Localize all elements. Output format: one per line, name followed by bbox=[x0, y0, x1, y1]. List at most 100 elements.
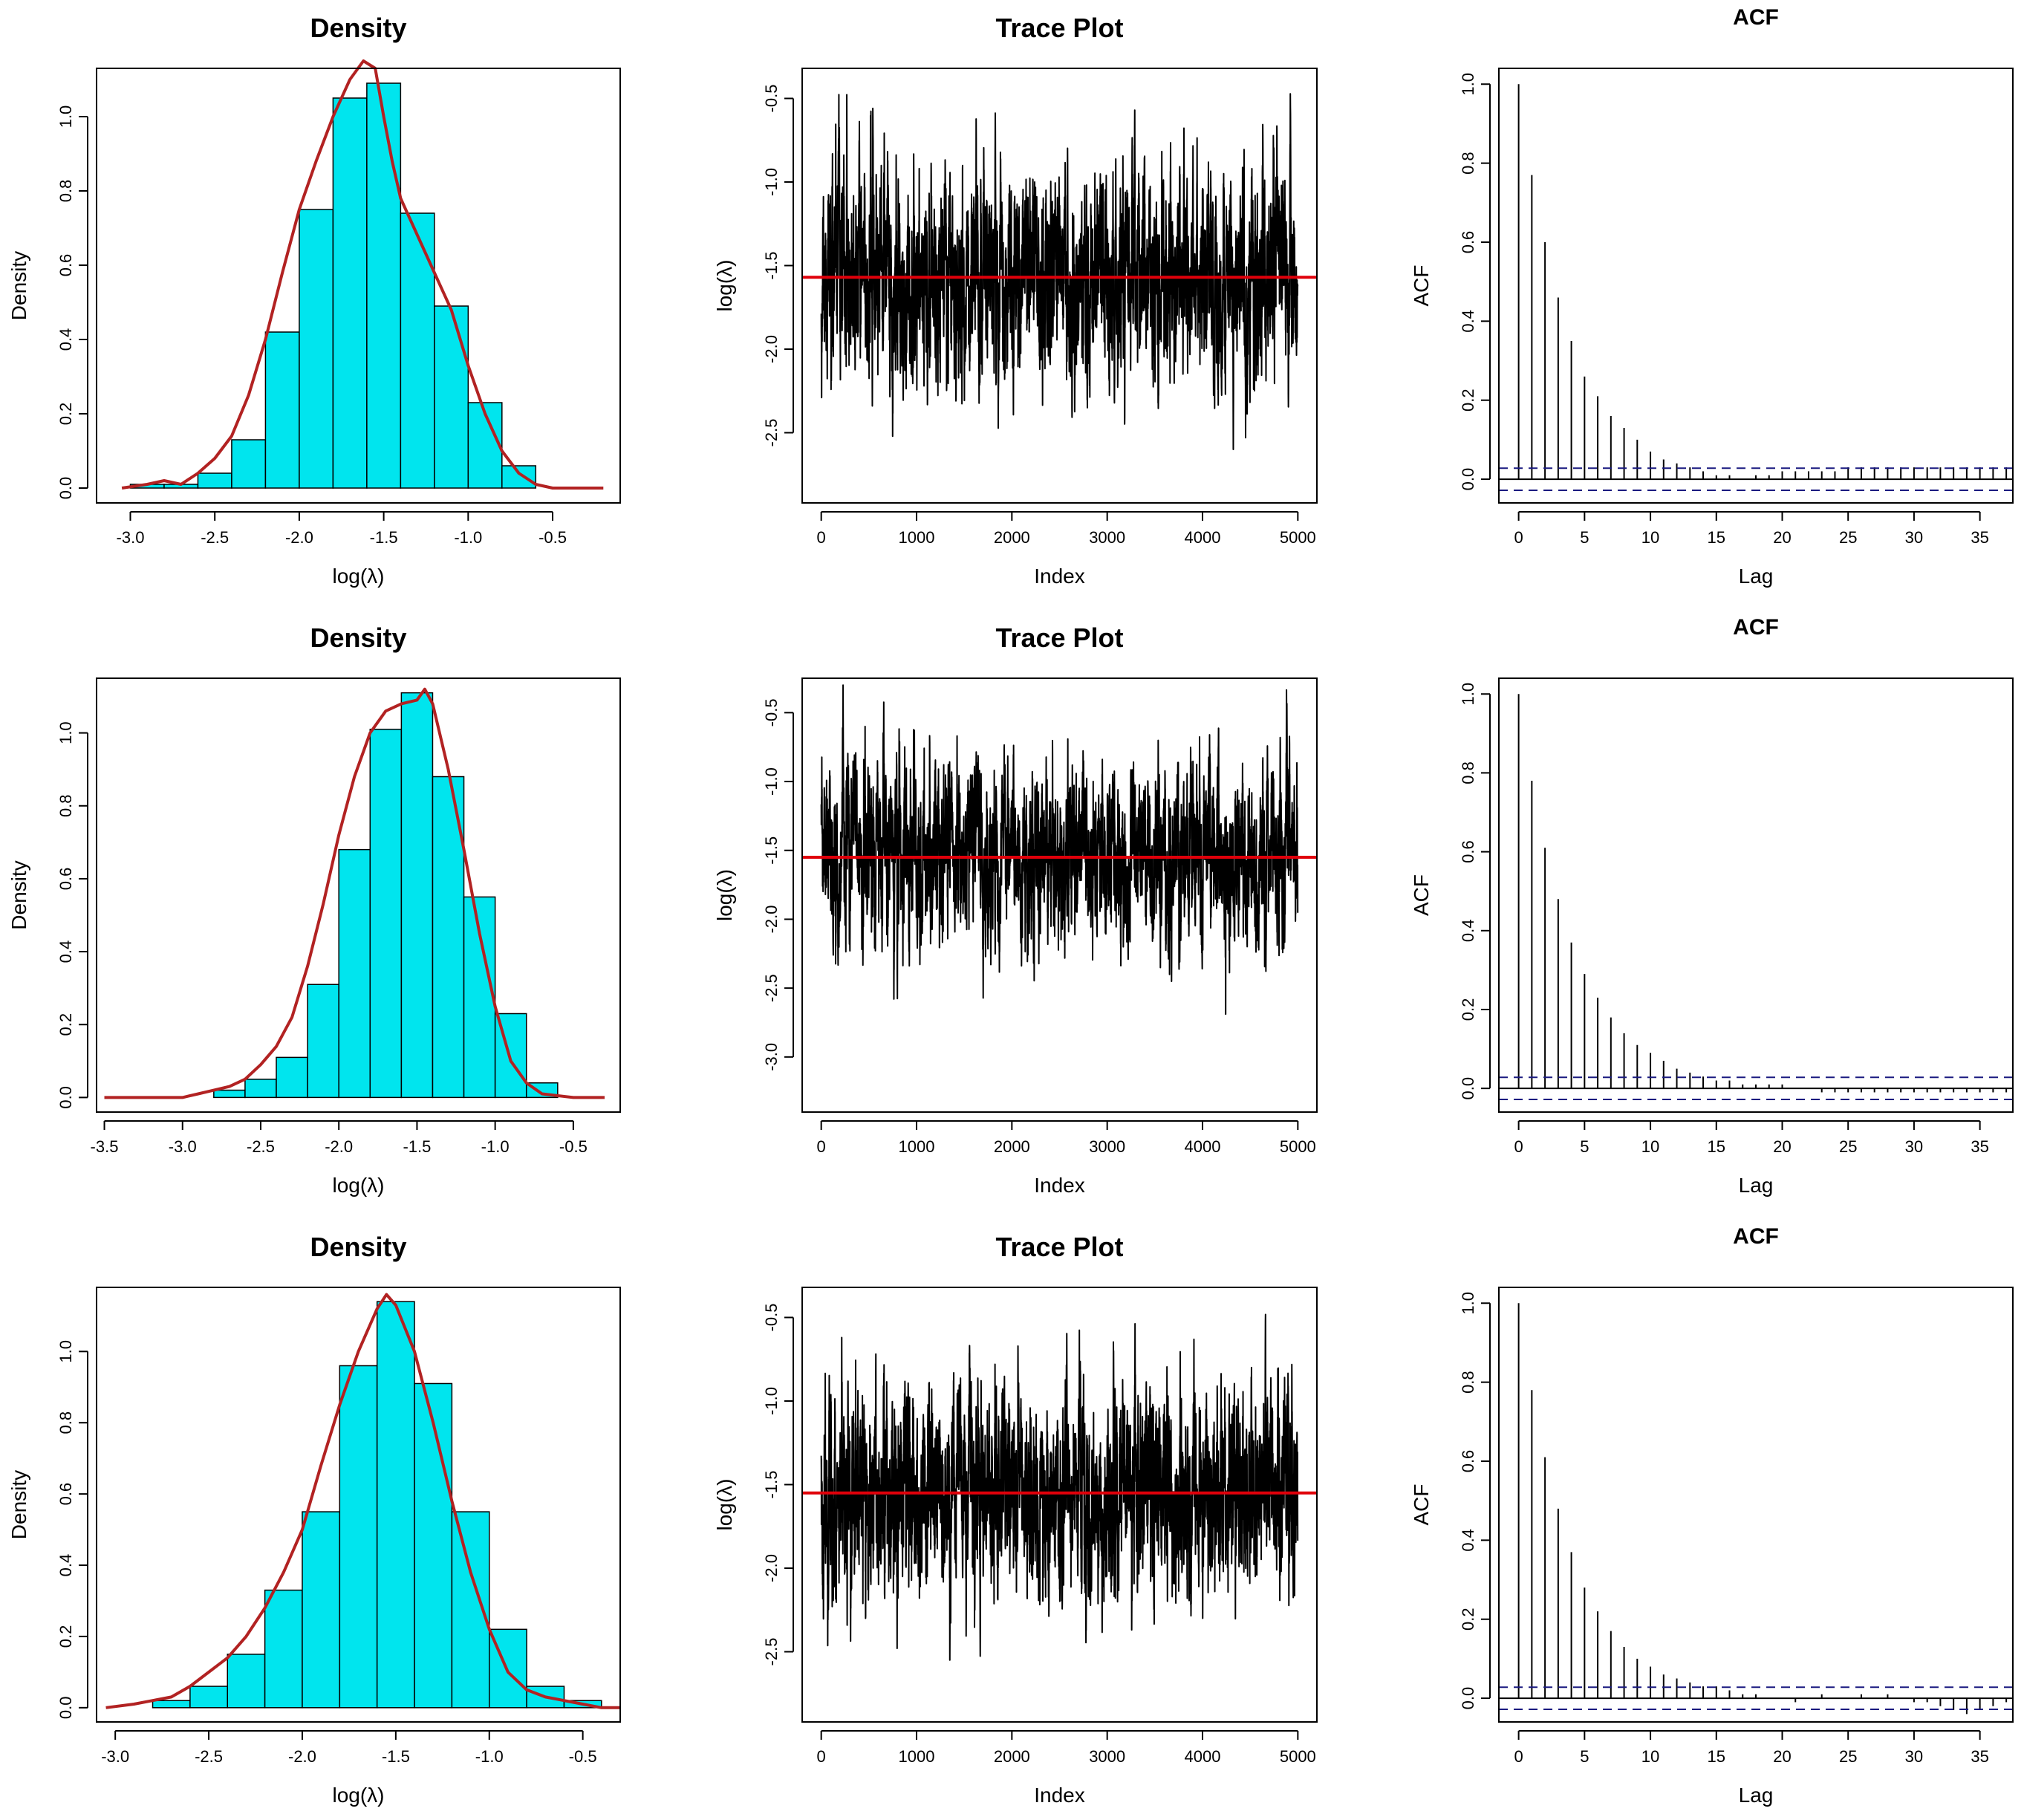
x-tick-label: -0.5 bbox=[569, 1747, 597, 1766]
x-axis-label: log(λ) bbox=[332, 565, 384, 588]
y-axis-label: Density bbox=[7, 251, 30, 320]
y-tick-label: 0.2 bbox=[56, 1013, 75, 1036]
x-tick-label: 0 bbox=[1514, 1747, 1523, 1766]
histogram-bar bbox=[434, 305, 469, 489]
x-tick-label: -3.0 bbox=[101, 1747, 129, 1766]
plot-frame bbox=[1498, 1287, 2014, 1723]
x-tick-label: -0.5 bbox=[538, 528, 567, 547]
histogram-bar bbox=[264, 1589, 303, 1709]
histogram-bar bbox=[338, 848, 371, 1099]
x-tick-label: 3000 bbox=[1089, 528, 1125, 547]
y-tick-label: 0.6 bbox=[56, 868, 75, 891]
x-tick-label: -3.5 bbox=[91, 1137, 119, 1156]
chart-title: Trace Plot bbox=[995, 623, 1123, 653]
x-tick-label: 20 bbox=[1773, 528, 1791, 547]
x-tick-label: -1.5 bbox=[403, 1137, 431, 1156]
x-tick-label: 4000 bbox=[1185, 1747, 1221, 1766]
y-tick-label: -2.5 bbox=[762, 419, 781, 447]
trace-series bbox=[820, 93, 1299, 450]
x-tick-label: 35 bbox=[1971, 1747, 1988, 1766]
histogram-bar bbox=[299, 209, 334, 489]
x-tick-label: 30 bbox=[1905, 1747, 1923, 1766]
y-tick-label: -2.0 bbox=[762, 335, 781, 363]
histogram-bar bbox=[332, 97, 368, 489]
plot-frame bbox=[1498, 68, 2014, 504]
x-tick-label: 0 bbox=[817, 528, 826, 547]
histogram-bar bbox=[152, 1700, 191, 1709]
panel-2-2: ACF 0 5 10 15 20 25 30 35 Lag 0.0 0.2 0.4 0.6 0.8 1.0 AC… bbox=[1410, 1224, 2014, 1807]
histogram-bar bbox=[307, 984, 339, 1099]
x-tick-label: 15 bbox=[1708, 528, 1725, 547]
y-tick-label: 0.2 bbox=[1459, 389, 1477, 412]
y-tick-label: 0.4 bbox=[56, 940, 75, 963]
chart-title: Density bbox=[310, 13, 406, 43]
plot-frame bbox=[96, 68, 621, 504]
y-tick-label: 0.8 bbox=[1459, 761, 1477, 784]
y-tick-label: -1.5 bbox=[762, 836, 781, 865]
panel-1-0: Density -3.5 -3.0 -2.5 -2.0 -1.5 -1.0 -0.5 log(λ… bbox=[7, 623, 621, 1197]
y-tick-label: 0.4 bbox=[56, 328, 75, 351]
histogram-bar bbox=[366, 82, 402, 489]
panel-2-0: Density -3.0 -2.5 -2.0 -1.5 -1.0 -0.5 log(λ) 0.0… bbox=[7, 1232, 621, 1807]
x-tick-label: -2.0 bbox=[285, 528, 313, 547]
histogram-bar bbox=[400, 212, 435, 489]
y-tick-label: 0.2 bbox=[1459, 998, 1477, 1021]
plot-frame bbox=[96, 1287, 621, 1723]
panel-1-2: ACF 0 5 10 15 20 25 30 35 Lag 0.0 0.2 0.4 0.6 0.8 1.0 AC… bbox=[1410, 615, 2014, 1197]
y-tick-label: 1.0 bbox=[1459, 73, 1477, 96]
x-tick-label: 1000 bbox=[899, 1747, 935, 1766]
x-tick-label: -2.0 bbox=[325, 1137, 353, 1156]
y-tick-label: 0.2 bbox=[56, 1625, 75, 1648]
x-tick-label: 25 bbox=[1839, 528, 1857, 547]
y-axis-label: log(λ) bbox=[713, 869, 736, 921]
histogram-bar bbox=[227, 1654, 266, 1709]
y-tick-label: -1.0 bbox=[762, 767, 781, 796]
x-tick-label: 1000 bbox=[899, 528, 935, 547]
plot-frame bbox=[1498, 677, 2014, 1113]
x-tick-label: 0 bbox=[1514, 528, 1523, 547]
y-tick-label: 0.4 bbox=[1459, 1529, 1477, 1552]
x-axis-label: Index bbox=[1034, 565, 1085, 588]
y-tick-label: 1.0 bbox=[56, 1340, 75, 1363]
x-tick-label: 30 bbox=[1905, 1137, 1923, 1156]
y-tick-label: -2.0 bbox=[762, 1554, 781, 1582]
histogram-bar bbox=[369, 728, 403, 1099]
histogram-bar bbox=[400, 692, 434, 1099]
histogram-bar bbox=[231, 439, 267, 489]
chart-title: Density bbox=[310, 623, 406, 653]
y-axis-label: ACF bbox=[1410, 265, 1433, 307]
y-tick-label: -1.5 bbox=[762, 1471, 781, 1499]
x-tick-label: -2.5 bbox=[247, 1137, 275, 1156]
y-tick-label: 1.0 bbox=[1459, 683, 1477, 706]
histogram-bar bbox=[414, 1382, 453, 1709]
histogram-bar bbox=[339, 1365, 378, 1709]
y-axis-label: log(λ) bbox=[713, 1478, 736, 1530]
y-tick-label: 0.2 bbox=[1459, 1608, 1477, 1631]
y-tick-label: -0.5 bbox=[762, 1304, 781, 1332]
x-tick-label: 0 bbox=[817, 1137, 826, 1156]
y-tick-label: -2.5 bbox=[762, 1638, 781, 1666]
chart-title: Density bbox=[310, 1232, 406, 1262]
x-tick-label: 10 bbox=[1641, 1747, 1659, 1766]
x-tick-label: -1.5 bbox=[370, 528, 398, 547]
x-tick-label: 5 bbox=[1580, 528, 1589, 547]
plot-frame bbox=[96, 677, 621, 1113]
y-tick-label: 0.4 bbox=[56, 1554, 75, 1577]
y-tick-label: 0.4 bbox=[1459, 310, 1477, 333]
panel-0-2: ACF 0 5 10 15 20 25 30 35 Lag 0.0 0.2 0.4 0.6 0.8 1.0 AC… bbox=[1410, 5, 2014, 588]
x-tick-label: 10 bbox=[1641, 528, 1659, 547]
density-curve bbox=[105, 1293, 620, 1709]
chart-title: ACF bbox=[1733, 5, 1779, 30]
y-tick-label: 0.0 bbox=[1459, 468, 1477, 491]
y-tick-label: 0.8 bbox=[1459, 1371, 1477, 1394]
chart-title: Trace Plot bbox=[995, 13, 1123, 43]
y-tick-label: -0.5 bbox=[762, 85, 781, 113]
y-tick-label: -3.0 bbox=[762, 1043, 781, 1071]
x-tick-label: 3000 bbox=[1089, 1747, 1125, 1766]
x-tick-label: 2000 bbox=[994, 1137, 1030, 1156]
histogram-bar bbox=[244, 1079, 277, 1099]
y-tick-label: -1.5 bbox=[762, 252, 781, 280]
y-tick-label: -0.5 bbox=[762, 698, 781, 727]
x-axis-label: Index bbox=[1034, 1174, 1085, 1197]
